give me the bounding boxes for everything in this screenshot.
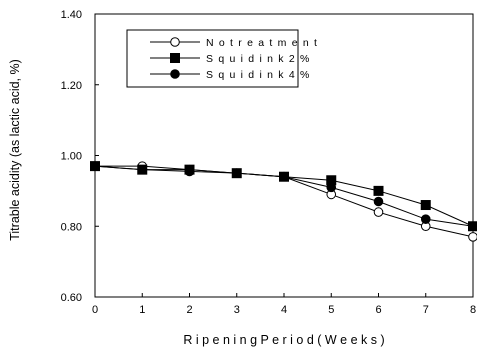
legend-marker (170, 37, 180, 47)
y-tick-label: 0.60 (61, 292, 82, 304)
data-point (326, 182, 337, 193)
data-point (90, 161, 100, 171)
x-tick-label: 3 (234, 304, 240, 316)
data-point (231, 168, 242, 178)
data-point (137, 164, 148, 175)
series-2 (90, 161, 477, 232)
y-axis-title: Titrable acidity (as lactic acid, %) (8, 59, 22, 241)
legend-label: N o t r e a t m e n t (206, 37, 318, 49)
x-tick-label: 7 (423, 304, 429, 316)
data-point (468, 221, 477, 232)
data-point (468, 232, 477, 242)
data-point (184, 166, 195, 177)
data-point (373, 207, 384, 217)
x-tick-label: 8 (470, 304, 476, 316)
legend: N o t r e a t m e n t S q u i d i n k 2 %… (126, 29, 318, 88)
axis-ticks: 0 1 2 3 4 5 6 7 8 0.60 0.80 1.00 1.20 1.40 (61, 9, 476, 316)
x-axis-title: R i p e n i n g P e r i o d ( W e e k s … (183, 333, 384, 347)
data-point (420, 200, 431, 211)
data-point (373, 196, 384, 207)
legend-item: S q u i d i n k 2 % (150, 53, 311, 65)
legend-item: N o t r e a t m e n t (150, 37, 318, 49)
x-tick-label: 4 (281, 304, 287, 316)
legend-label: S q u i d i n k 4 % (206, 69, 311, 81)
legend-item: S q u i d i n k 4 % (150, 69, 311, 81)
data-point (279, 171, 289, 182)
x-tick-label: 2 (186, 304, 192, 316)
x-tick-label: 5 (328, 304, 334, 316)
legend-marker (170, 69, 180, 79)
y-tick-label: 1.20 (61, 80, 82, 92)
data-point (373, 185, 384, 196)
y-tick-label: 1.00 (61, 151, 82, 163)
y-tick-label: 1.40 (61, 9, 82, 21)
x-tick-label: 6 (375, 304, 381, 316)
data-point (420, 214, 431, 224)
series-group (90, 161, 477, 242)
y-tick-label: 0.80 (61, 221, 82, 233)
x-tick-label: 0 (92, 304, 98, 316)
legend-label: S q u i d i n k 2 % (206, 53, 311, 65)
legend-marker (170, 53, 180, 63)
x-tick-label: 1 (139, 304, 145, 316)
